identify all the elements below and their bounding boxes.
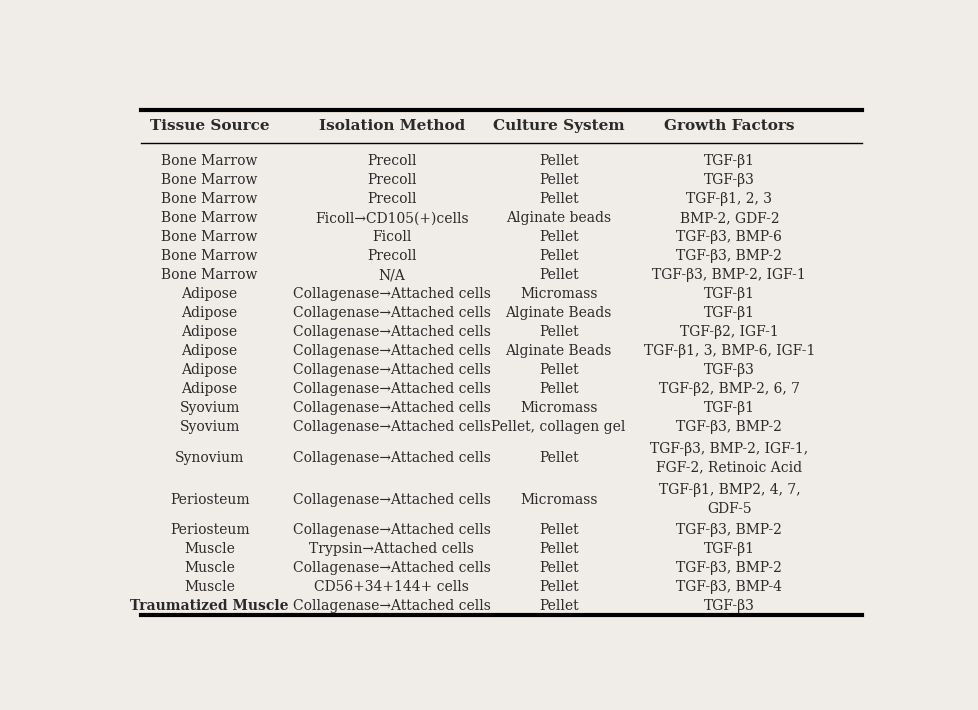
Text: Pellet: Pellet <box>538 599 578 613</box>
Text: Collagenase→Attached cells: Collagenase→Attached cells <box>292 420 490 435</box>
Text: TGF-β1: TGF-β1 <box>703 307 754 320</box>
Text: TGF-β3, BMP-2: TGF-β3, BMP-2 <box>676 420 781 435</box>
Text: Ficoll: Ficoll <box>372 231 411 244</box>
Text: Bone Marrow: Bone Marrow <box>161 173 257 187</box>
Text: Alginate Beads: Alginate Beads <box>505 307 611 320</box>
Text: Adipose: Adipose <box>181 364 238 378</box>
Text: TGF-β1: TGF-β1 <box>703 154 754 168</box>
Text: TGF-β3, BMP-2: TGF-β3, BMP-2 <box>676 523 781 537</box>
Text: Collagenase→Attached cells: Collagenase→Attached cells <box>292 561 490 575</box>
Text: TGF-β1: TGF-β1 <box>703 288 754 302</box>
Text: Adipose: Adipose <box>181 344 238 359</box>
Text: Adipose: Adipose <box>181 383 238 396</box>
Text: Pellet: Pellet <box>538 542 578 556</box>
Text: Collagenase→Attached cells: Collagenase→Attached cells <box>292 401 490 415</box>
Text: Periosteum: Periosteum <box>169 493 249 507</box>
Text: Alginate beads: Alginate beads <box>506 212 610 225</box>
Text: Adipose: Adipose <box>181 288 238 302</box>
Text: Pellet: Pellet <box>538 580 578 594</box>
Text: CD56+34+144+ cells: CD56+34+144+ cells <box>314 580 468 594</box>
Text: Culture System: Culture System <box>492 119 624 133</box>
Text: Micromass: Micromass <box>519 401 597 415</box>
Text: Pellet: Pellet <box>538 364 578 378</box>
Text: Pellet: Pellet <box>538 192 578 207</box>
Text: TGF-β1, 2, 3: TGF-β1, 2, 3 <box>686 192 772 207</box>
Text: Collagenase→Attached cells: Collagenase→Attached cells <box>292 451 490 465</box>
Text: Pellet: Pellet <box>538 249 578 263</box>
Text: Collagenase→Attached cells: Collagenase→Attached cells <box>292 307 490 320</box>
Text: TGF-β3, BMP-6: TGF-β3, BMP-6 <box>676 231 781 244</box>
Text: Pellet, collagen gel: Pellet, collagen gel <box>491 420 625 435</box>
Text: Collagenase→Attached cells: Collagenase→Attached cells <box>292 383 490 396</box>
Text: Syovium: Syovium <box>179 420 240 435</box>
Text: Pellet: Pellet <box>538 268 578 283</box>
Text: Pellet: Pellet <box>538 451 578 465</box>
Text: Muscle: Muscle <box>184 542 235 556</box>
Text: Precoll: Precoll <box>367 249 416 263</box>
Text: Adipose: Adipose <box>181 307 238 320</box>
Text: TGF-β3: TGF-β3 <box>703 173 754 187</box>
Text: Tissue Source: Tissue Source <box>150 119 269 133</box>
Text: Micromass: Micromass <box>519 288 597 302</box>
Text: Collagenase→Attached cells: Collagenase→Attached cells <box>292 364 490 378</box>
Text: Collagenase→Attached cells: Collagenase→Attached cells <box>292 599 490 613</box>
Text: Micromass: Micromass <box>519 493 597 507</box>
Text: TGF-β3, BMP-2, IGF-1,
FGF-2, Retinoic Acid: TGF-β3, BMP-2, IGF-1, FGF-2, Retinoic Ac… <box>649 442 808 474</box>
Text: Muscle: Muscle <box>184 580 235 594</box>
Text: Collagenase→Attached cells: Collagenase→Attached cells <box>292 344 490 359</box>
Text: Muscle: Muscle <box>184 561 235 575</box>
Text: Ficoll→CD105(+)cells: Ficoll→CD105(+)cells <box>315 212 468 225</box>
Text: Syovium: Syovium <box>179 401 240 415</box>
Text: Precoll: Precoll <box>367 173 416 187</box>
Text: Bone Marrow: Bone Marrow <box>161 192 257 207</box>
Text: Pellet: Pellet <box>538 154 578 168</box>
Text: Trypsin→Attached cells: Trypsin→Attached cells <box>309 542 473 556</box>
Text: TGF-β3, BMP-2: TGF-β3, BMP-2 <box>676 561 781 575</box>
Text: Pellet: Pellet <box>538 325 578 339</box>
Text: TGF-β2, IGF-1: TGF-β2, IGF-1 <box>680 325 778 339</box>
Text: Bone Marrow: Bone Marrow <box>161 212 257 225</box>
Text: TGF-β2, BMP-2, 6, 7: TGF-β2, BMP-2, 6, 7 <box>658 383 799 396</box>
Text: Collagenase→Attached cells: Collagenase→Attached cells <box>292 288 490 302</box>
Text: TGF-β3: TGF-β3 <box>703 364 754 378</box>
Text: TGF-β3, BMP-4: TGF-β3, BMP-4 <box>676 580 781 594</box>
Text: Adipose: Adipose <box>181 325 238 339</box>
Text: BMP-2, GDF-2: BMP-2, GDF-2 <box>679 212 778 225</box>
Text: Collagenase→Attached cells: Collagenase→Attached cells <box>292 493 490 507</box>
Text: N/A: N/A <box>378 268 405 283</box>
Text: Pellet: Pellet <box>538 523 578 537</box>
Text: Growth Factors: Growth Factors <box>663 119 794 133</box>
Text: Bone Marrow: Bone Marrow <box>161 231 257 244</box>
Text: Precoll: Precoll <box>367 192 416 207</box>
Text: Pellet: Pellet <box>538 173 578 187</box>
Text: TGF-β3: TGF-β3 <box>703 599 754 613</box>
Text: TGF-β1, BMP2, 4, 7,
GDF-5: TGF-β1, BMP2, 4, 7, GDF-5 <box>658 484 799 515</box>
Text: Pellet: Pellet <box>538 383 578 396</box>
Text: TGF-β3, BMP-2: TGF-β3, BMP-2 <box>676 249 781 263</box>
Text: Bone Marrow: Bone Marrow <box>161 268 257 283</box>
Text: Traumatized Muscle: Traumatized Muscle <box>130 599 289 613</box>
Text: Pellet: Pellet <box>538 231 578 244</box>
Text: Synovium: Synovium <box>175 451 244 465</box>
Text: Collagenase→Attached cells: Collagenase→Attached cells <box>292 325 490 339</box>
Text: TGF-β1: TGF-β1 <box>703 542 754 556</box>
Text: Precoll: Precoll <box>367 154 416 168</box>
Text: Pellet: Pellet <box>538 561 578 575</box>
Text: Alginate Beads: Alginate Beads <box>505 344 611 359</box>
Text: TGF-β1: TGF-β1 <box>703 401 754 415</box>
Text: TGF-β1, 3, BMP-6, IGF-1: TGF-β1, 3, BMP-6, IGF-1 <box>643 344 815 359</box>
Text: Periosteum: Periosteum <box>169 523 249 537</box>
Text: Bone Marrow: Bone Marrow <box>161 249 257 263</box>
Text: Isolation Method: Isolation Method <box>318 119 465 133</box>
Text: Bone Marrow: Bone Marrow <box>161 154 257 168</box>
Text: Collagenase→Attached cells: Collagenase→Attached cells <box>292 523 490 537</box>
Text: TGF-β3, BMP-2, IGF-1: TGF-β3, BMP-2, IGF-1 <box>651 268 806 283</box>
